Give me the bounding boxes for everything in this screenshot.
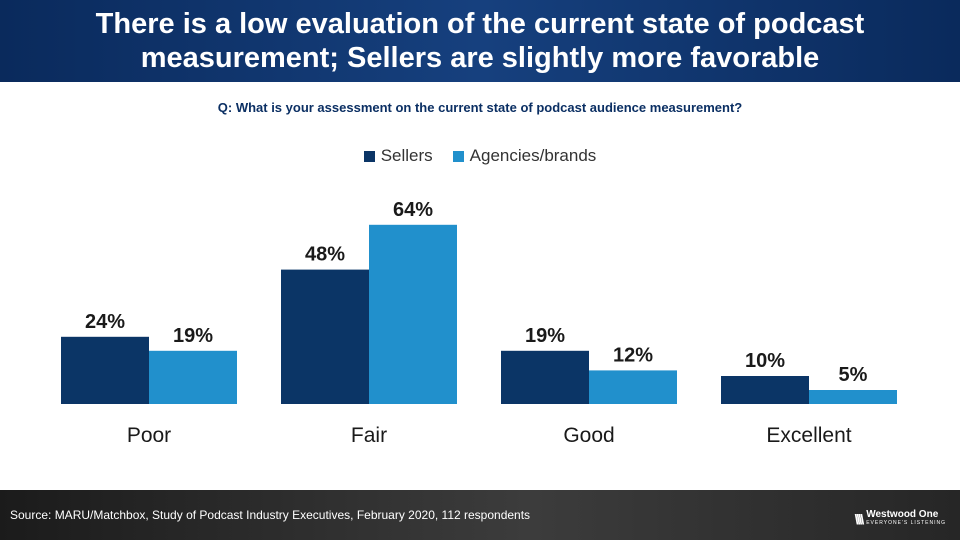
data-label-excellent-agencies: 5% <box>839 364 868 386</box>
data-label-fair-agencies: 64% <box>393 199 433 221</box>
logo-text: Westwood One EVERYONE'S LISTENING <box>866 510 946 528</box>
data-label-good-sellers: 19% <box>525 325 565 347</box>
category-label-poor: Poor <box>127 424 171 447</box>
bar-good-agencies <box>589 370 677 404</box>
legend-swatch-agencies <box>452 150 464 162</box>
data-label-good-agencies: 12% <box>613 344 653 366</box>
bar-good-sellers <box>501 350 589 404</box>
logo-tagline: EVERYONE'S LISTENING <box>866 520 946 526</box>
legend-item-sellers: Sellers <box>363 146 433 166</box>
bar-poor-sellers <box>61 336 149 404</box>
bar-excellent-sellers <box>721 376 809 404</box>
legend-item-agencies: Agencies/brands <box>452 146 597 166</box>
logo-name: Westwood One <box>866 509 939 520</box>
bar-fair-agencies <box>369 224 457 404</box>
survey-question: Q: What is your assessment on the curren… <box>217 100 743 115</box>
data-label-poor-agencies: 19% <box>173 325 213 347</box>
bar-poor-agencies <box>149 350 237 404</box>
data-label-fair-sellers: 48% <box>305 244 345 266</box>
category-label-fair: Fair <box>351 424 387 447</box>
data-label-poor-sellers: 24% <box>85 311 125 333</box>
westwood-one-logo: \\\\ Westwood One EVERYONE'S LISTENING <box>855 510 946 528</box>
legend-label-sellers: Sellers <box>380 146 433 165</box>
legend-label-agencies: Agencies/brands <box>469 146 597 165</box>
data-label-excellent-sellers: 10% <box>745 350 785 372</box>
title-banner: There is a low evaluation of the current… <box>0 0 960 82</box>
bar-fair-sellers <box>281 269 369 404</box>
category-label-good: Good <box>563 424 614 447</box>
category-label-excellent: Excellent <box>766 424 851 447</box>
slide-title: There is a low evaluation of the current… <box>95 8 865 74</box>
footer-bar: Source: MARU/Matchbox, Study of Podcast … <box>0 490 960 540</box>
source-note: Source: MARU/Matchbox, Study of Podcast … <box>10 508 531 522</box>
bar-excellent-agencies <box>809 390 897 404</box>
logo-waves-icon: \\\\ <box>854 511 864 527</box>
chart-legend: Sellers Agencies/brands <box>0 146 960 166</box>
legend-swatch-sellers <box>363 150 375 162</box>
bar-chart: 24% 19% Poor 48% 64% Fair 19% 12% Good 10% 5% Excel… <box>61 199 897 447</box>
